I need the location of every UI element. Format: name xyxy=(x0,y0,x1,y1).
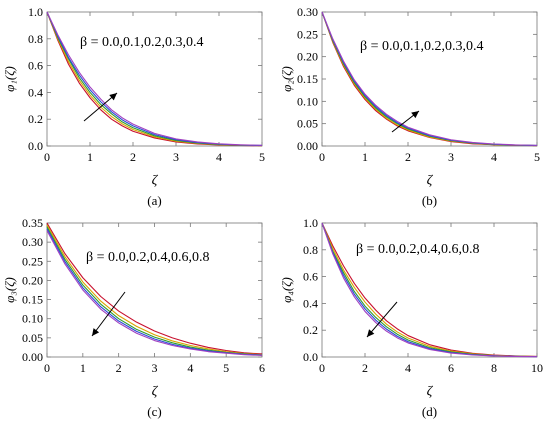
panel-c: 0 1 2 3 4 5 6 0.00 0.05 0.10 0.15 0.20 0.25 0.30 0.35 β… xyxy=(2,216,265,419)
y-tick-label: 0.6 xyxy=(28,59,43,73)
y-tick-label: 0.15 xyxy=(297,72,318,86)
x-tick-label: 4 xyxy=(405,361,411,375)
x-tick-label: 6 xyxy=(448,361,454,375)
y-tick-label: 0.0 xyxy=(28,139,43,153)
y-tick-label: 0.2 xyxy=(28,112,43,126)
x-tick-label: 8 xyxy=(491,361,497,375)
y-axis-title: φ₃(ζ) xyxy=(2,277,17,303)
y-tick-label: 0.0 xyxy=(303,350,318,364)
x-tick-label: 3 xyxy=(448,150,454,164)
x-tick-label: 6 xyxy=(259,361,265,375)
series-line-4 xyxy=(321,11,538,147)
series-line-5 xyxy=(46,230,263,357)
x-tick-label: 3 xyxy=(152,361,158,375)
y-tick-label: 0.8 xyxy=(303,243,318,257)
series-line-2 xyxy=(321,11,538,147)
panel-b: 0 1 2 3 4 5 0.00 0.05 0.10 0.15 0.20 0.25 0.30 β = 0.… xyxy=(279,5,540,208)
y-tick-label: 0.20 xyxy=(297,50,318,64)
y-tick-label: 0.20 xyxy=(22,273,43,287)
y-tick-label: 0.30 xyxy=(297,5,318,19)
y-tick-label: 0.25 xyxy=(22,254,43,268)
x-tick-label: 1 xyxy=(362,150,368,164)
y-tick-label: 0.25 xyxy=(297,27,318,41)
y-tick-label: 0.10 xyxy=(297,94,318,108)
y-tick-label: 0.2 xyxy=(303,323,318,337)
y-tick-label: 0.4 xyxy=(28,85,43,99)
x-tick-label: 3 xyxy=(173,150,179,164)
panel-d: 0 2 4 6 8 10 0.0 0.2 0.4 0.6 0.8 1.0 β = 0.0,0.2,0.4… xyxy=(279,216,543,419)
y-tick-label: 1.0 xyxy=(28,5,43,19)
trend-arrow xyxy=(83,92,118,122)
y-tick-label: 0.30 xyxy=(22,235,43,249)
series-line-2 xyxy=(46,11,263,147)
y-tick-label: 0.10 xyxy=(22,312,43,326)
series-line-1 xyxy=(46,222,263,355)
x-tick-label: 5 xyxy=(259,150,265,164)
x-tick-label: 2 xyxy=(116,361,122,375)
x-tick-label: 2 xyxy=(130,150,136,164)
beta-annotation: β = 0.0,0.2,0.4,0.6,0.8 xyxy=(86,250,210,265)
beta-annotation: β = 0.0,0.1,0.2,0.3,0.4 xyxy=(80,35,204,50)
panel-caption: (b) xyxy=(422,193,437,208)
x-tick-label: 2 xyxy=(362,361,368,375)
series-line-2 xyxy=(46,224,263,356)
y-tick-label: 0.6 xyxy=(303,270,318,284)
x-tick-label: 4 xyxy=(491,150,497,164)
series-line-1 xyxy=(321,11,538,147)
y-tick-label: 0.8 xyxy=(28,32,43,46)
x-tick-label: 5 xyxy=(223,361,229,375)
y-tick-label: 0.35 xyxy=(22,216,43,230)
trend-arrow-head xyxy=(367,329,375,337)
plot-frame xyxy=(46,11,263,147)
series-line-4 xyxy=(46,228,263,356)
series-line-4 xyxy=(46,11,263,147)
beta-annotation: β = 0.0,0.2,0.4,0.6,0.8 xyxy=(356,242,480,257)
x-tick-label: 0 xyxy=(44,150,50,164)
x-tick-label: 4 xyxy=(187,361,193,375)
panel-caption: (d) xyxy=(422,404,437,419)
panel-a: 0 1 2 3 4 5 0.0 0.2 0.4 0.6 0.8 1.0 β = 0.0,0.1,0.2,… xyxy=(2,5,265,208)
y-tick-label: 0.05 xyxy=(22,331,43,345)
x-tick-label: 0 xyxy=(319,361,325,375)
x-tick-label: 5 xyxy=(534,150,540,164)
series-line-3 xyxy=(321,11,538,147)
x-tick-label: 0 xyxy=(44,361,50,375)
x-axis-title: ζ xyxy=(152,384,159,399)
panel-caption: (c) xyxy=(147,404,161,419)
x-tick-label: 2 xyxy=(405,150,411,164)
y-axis-title: φ₄(ζ) xyxy=(279,277,294,303)
y-tick-label: 0.00 xyxy=(297,139,318,153)
x-axis-title: ζ xyxy=(427,173,434,188)
x-axis-title: ζ xyxy=(152,173,159,188)
trend-arrow-head xyxy=(92,328,100,336)
y-tick-label: 1.0 xyxy=(303,216,318,230)
panel-caption: (a) xyxy=(147,193,161,208)
y-tick-label: 0.15 xyxy=(22,293,43,307)
series-line-5 xyxy=(46,11,263,146)
series-line-5 xyxy=(321,222,538,358)
trend-arrow xyxy=(366,301,398,338)
y-tick-label: 0.05 xyxy=(297,117,318,131)
y-tick-label: 0.00 xyxy=(22,350,43,364)
x-tick-label: 10 xyxy=(531,361,543,375)
y-tick-label: 0.4 xyxy=(303,296,318,310)
y-axis-title: φ₂(ζ) xyxy=(279,66,294,92)
beta-annotation: β = 0.0,0.1,0.2,0.3,0.4 xyxy=(360,39,484,54)
trend-arrow-head xyxy=(411,111,419,119)
trend-arrow-head xyxy=(109,93,117,101)
series-line-1 xyxy=(46,11,263,147)
plot-frame xyxy=(321,222,538,358)
x-tick-label: 1 xyxy=(80,361,86,375)
x-tick-label: 4 xyxy=(216,150,222,164)
x-tick-label: 1 xyxy=(87,150,93,164)
series-line-3 xyxy=(46,226,263,356)
x-axis-title: ζ xyxy=(427,384,434,399)
series-line-3 xyxy=(46,11,263,147)
y-axis-title: φ₁(ζ) xyxy=(2,66,17,92)
trend-arrow xyxy=(91,291,126,337)
series-line-5 xyxy=(321,11,538,146)
x-tick-label: 0 xyxy=(319,150,325,164)
